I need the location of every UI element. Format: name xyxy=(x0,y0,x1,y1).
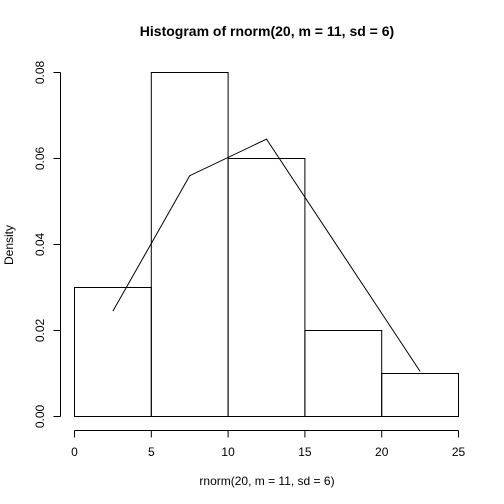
y-axis: 0.00 0.02 0.04 0.06 0.08 xyxy=(33,60,61,428)
histogram-bar-4 xyxy=(381,373,460,417)
y-tick-label: 0.02 xyxy=(33,318,47,342)
y-tick-label: 0.06 xyxy=(33,146,47,170)
histogram-bar-0 xyxy=(74,287,152,417)
y-axis-label: Density xyxy=(2,225,16,265)
density-line xyxy=(112,138,421,372)
x-tick-label: 15 xyxy=(298,445,312,459)
histogram-bars xyxy=(74,72,460,417)
histogram-bar-2 xyxy=(227,158,306,417)
y-tick-label: 0.08 xyxy=(33,60,47,84)
histogram-bar-3 xyxy=(304,330,383,417)
x-tick-label: 10 xyxy=(221,445,235,459)
y-tick-label: 0.04 xyxy=(33,232,47,256)
chart-title: Histogram of rnorm(20, m = 11, sd = 6) xyxy=(140,23,394,39)
y-tick-label: 0.00 xyxy=(33,404,47,428)
density-line-path xyxy=(112,138,421,372)
x-axis: 0 5 10 15 20 25 xyxy=(71,430,466,459)
x-tick-label: 0 xyxy=(71,445,78,459)
x-tick-label: 20 xyxy=(375,445,389,459)
x-tick-label: 5 xyxy=(148,445,155,459)
x-tick-label: 25 xyxy=(452,445,466,459)
x-axis-label: rnorm(20, m = 11, sd = 6) xyxy=(199,474,334,488)
histogram-bar-1 xyxy=(150,72,229,417)
